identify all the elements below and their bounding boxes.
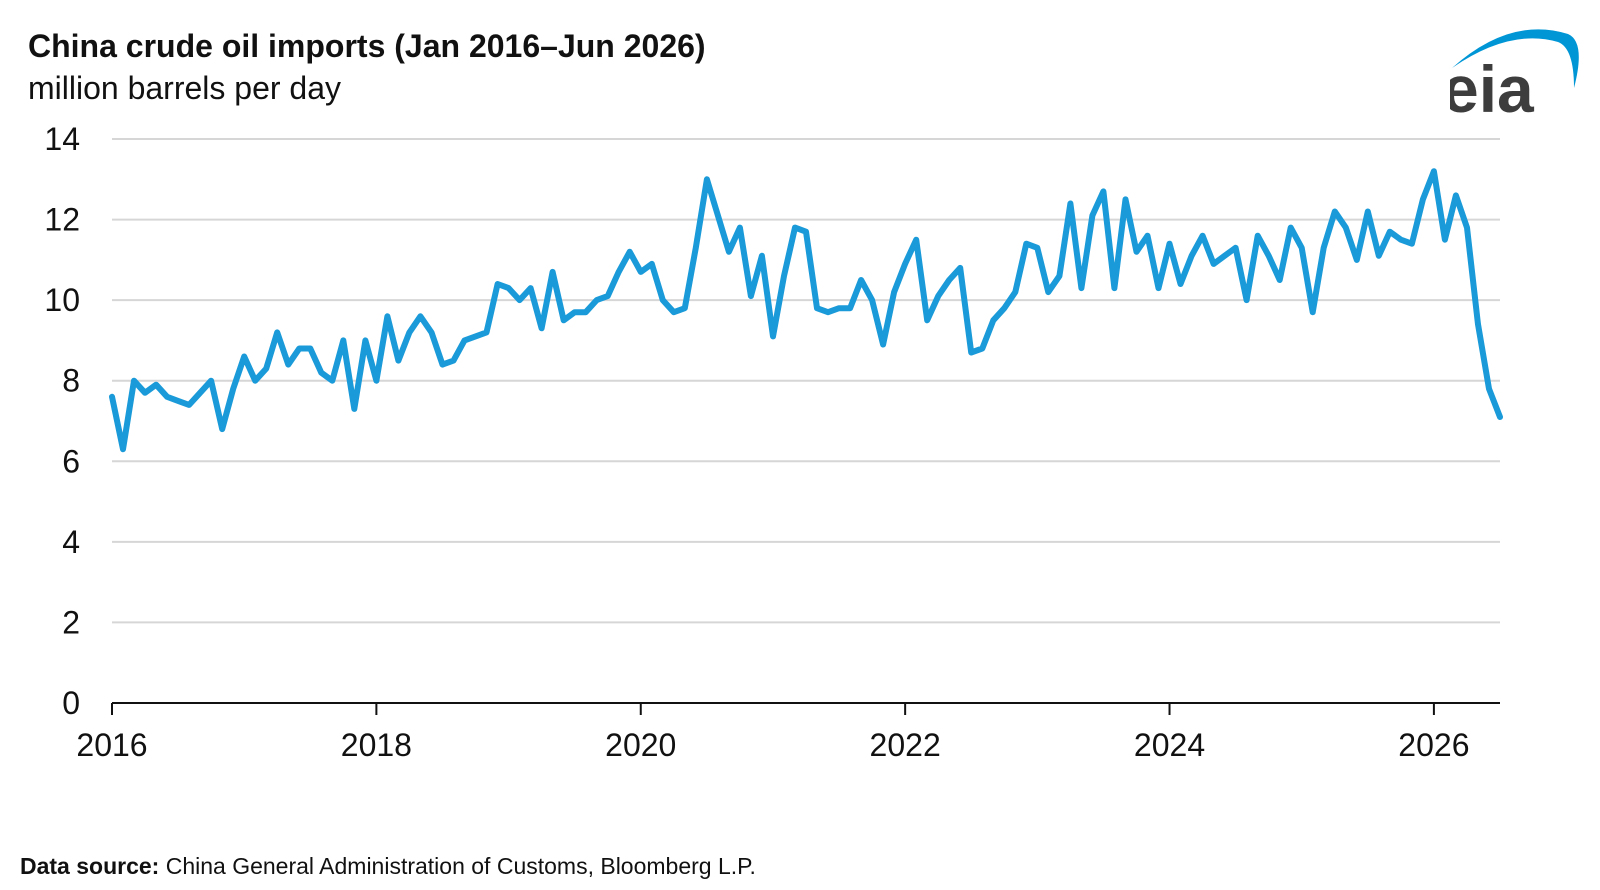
x-axis: 2016 2018 2020 2022 2024 2026 — [76, 702, 1500, 763]
x-tick-label: 2018 — [341, 727, 412, 763]
data-source-text: China General Administration of Customs,… — [165, 853, 756, 879]
eia-logo: eia — [1442, 24, 1580, 126]
y-tick-label: 4 — [62, 524, 80, 560]
eia-logo-swoosh — [1452, 29, 1579, 88]
y-tick-label: 6 — [62, 443, 80, 479]
data-source-note: Data source: China General Administratio… — [20, 852, 756, 880]
y-tick-label: 2 — [62, 604, 80, 640]
x-tick-label: 2026 — [1398, 727, 1469, 763]
y-axis-ticks: 0 2 4 6 8 10 12 14 — [44, 121, 80, 721]
x-tick-label: 2024 — [1134, 727, 1205, 763]
series-group — [109, 168, 1503, 453]
gridlines — [112, 138, 1500, 624]
y-tick-label: 10 — [44, 282, 80, 318]
line-chart: 0 2 4 6 8 10 12 14 2016 2018 2020 2022 2024 2026 — [44, 121, 1503, 763]
y-tick-label: 8 — [62, 363, 80, 399]
data-source-label: Data source: — [20, 853, 160, 879]
y-tick-label: 12 — [44, 202, 80, 238]
chart-title: China crude oil imports (Jan 2016–Jun 20… — [28, 28, 706, 64]
x-tick-label: 2020 — [605, 727, 676, 763]
eia-logo-text: eia — [1450, 52, 1535, 124]
y-tick-label: 0 — [62, 685, 80, 721]
chart-subtitle: million barrels per day — [28, 70, 342, 106]
x-tick-label: 2016 — [76, 727, 147, 763]
x-tick-label: 2022 — [870, 727, 941, 763]
y-tick-label: 14 — [44, 121, 80, 157]
eia-logo-graphic: eia — [1442, 29, 1579, 126]
series-line-imports — [109, 168, 1503, 453]
